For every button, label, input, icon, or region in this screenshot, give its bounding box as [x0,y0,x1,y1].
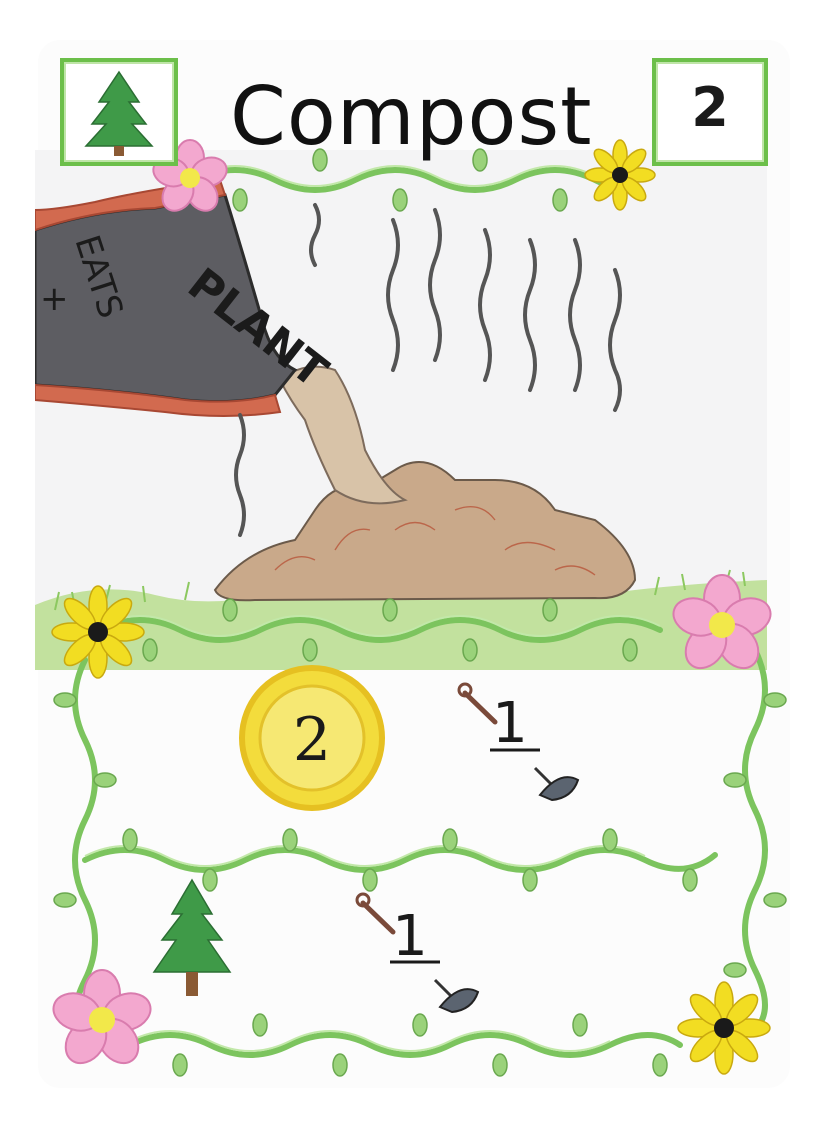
gold-coin-icon: 2 [239,665,385,811]
yellow-flower-icon [677,981,771,1075]
pink-flower-icon [52,969,152,1065]
bag-text-plus: + [40,279,69,319]
pine-tree-icon [84,70,154,156]
yellow-flower-icon [51,585,145,679]
bag-bottom-band [34,383,282,417]
card-title: Compost [230,70,593,163]
yellow-flower-icon [584,139,656,211]
coin-value: 2 [293,705,331,775]
shovel-icon: 1 [355,892,480,1014]
compost-pile [213,461,637,602]
compost-texture [274,506,596,576]
card-type-box [60,58,178,166]
shovel-icon: 1 [457,682,580,802]
compost-illustration: PLANT EATS + [33,178,767,670]
shovel-value: 1 [492,691,528,756]
compost-stream [278,365,408,505]
pink-flower-icon [152,139,228,212]
pink-flower-icon [672,574,772,670]
card-cost: 2 [691,76,729,139]
odor-lines [234,203,622,537]
reward-row-2: 1 [152,878,480,1014]
grass-ground [35,579,767,670]
card-illustration: PLANT EATS + [33,150,767,670]
reward-row-1: 2 1 [239,665,580,811]
pine-tree-icon [152,878,232,996]
card-cost-box: 2 [652,58,768,166]
shovel-value: 1 [392,904,428,969]
vine-highlights [84,165,661,1052]
